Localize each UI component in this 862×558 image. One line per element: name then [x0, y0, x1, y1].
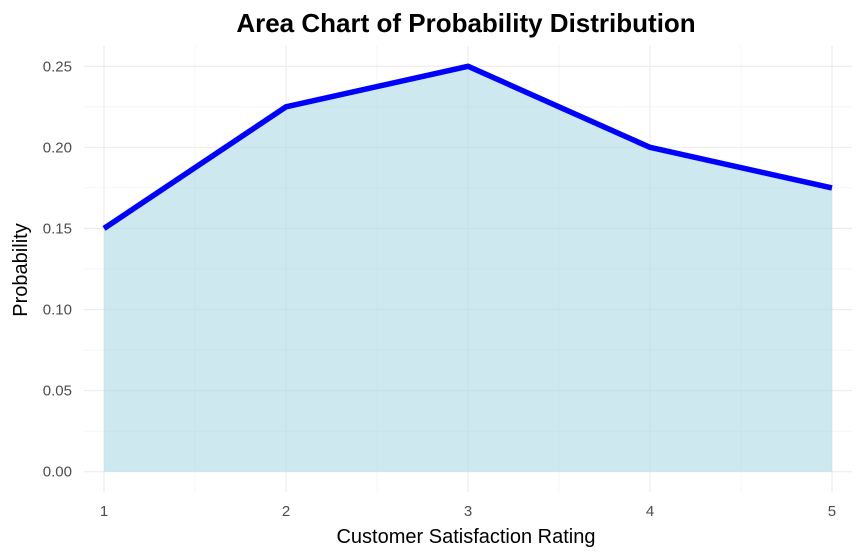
x-tick-label: 1: [100, 503, 108, 520]
x-tick-label: 5: [828, 503, 836, 520]
y-tick-label: 0.05: [43, 383, 72, 400]
y-axis-ticks: 0.00 0.05 0.10 0.15 0.20 0.25: [43, 58, 72, 480]
area-layer: [104, 66, 832, 472]
line-layer: [102, 63, 833, 231]
y-tick-label: 0.20: [43, 139, 72, 156]
y-tick-label: 0.00: [43, 464, 72, 481]
x-axis-ticks: 1 2 3 4 5: [100, 503, 836, 520]
y-tick-label: 0.15: [43, 220, 72, 237]
x-tick-label: 3: [464, 503, 472, 520]
area-fill: [104, 66, 832, 472]
y-tick-label: 0.10: [43, 302, 72, 319]
x-tick-label: 2: [282, 503, 290, 520]
y-axis-label: Probability: [10, 223, 32, 316]
x-tick-label: 4: [646, 503, 654, 520]
y-tick-label: 0.25: [43, 58, 72, 75]
chart-title: Area Chart of Probability Distribution: [236, 8, 695, 38]
x-axis-label: Customer Satisfaction Rating: [336, 526, 595, 548]
series-line: [102, 63, 833, 231]
